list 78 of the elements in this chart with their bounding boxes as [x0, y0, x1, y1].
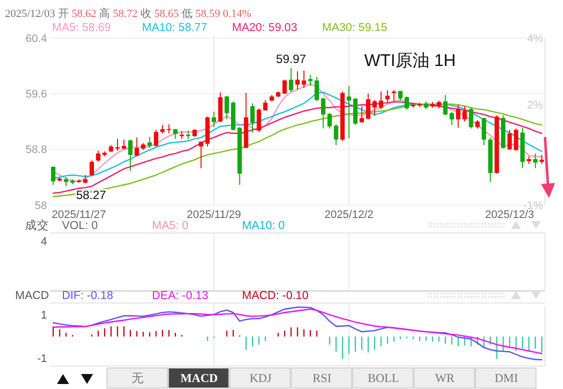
- x-tick-label: 2025/12/2: [324, 209, 374, 221]
- text: WTI原油 1H: [364, 51, 456, 70]
- candlestick: [147, 136, 152, 148]
- candlestick: [321, 97, 326, 129]
- text: MACD: [180, 371, 218, 385]
- candlestick: [263, 99, 268, 111]
- candlestick: [166, 124, 172, 134]
- y-tick-label: 60.4: [26, 32, 47, 45]
- x-tick-label: 2025/11/29: [186, 209, 242, 221]
- x-tick-label: 2025/12/3: [485, 209, 534, 221]
- text: BOLL: [368, 371, 400, 385]
- candlestick: [128, 139, 133, 172]
- candlestick: [392, 90, 396, 102]
- text: MA10: 58.77: [142, 22, 208, 34]
- candlestick: [212, 111, 216, 128]
- candlestick: [288, 67, 294, 93]
- candlestick: [450, 111, 454, 126]
- candlestick: [366, 93, 370, 120]
- text: 4: [40, 236, 47, 248]
- candlestick: [302, 70, 306, 89]
- text: DMI: [494, 371, 518, 385]
- text: 成交: [25, 218, 49, 232]
- text: MACD: -0.10: [242, 290, 308, 302]
- x-tick-label: 2025/11/27: [52, 209, 106, 221]
- candlestick: [462, 106, 467, 122]
- y-tick-label: -1: [37, 353, 47, 366]
- candlestick: [256, 108, 262, 132]
- candlestick: [514, 128, 518, 152]
- candlestick: [90, 160, 94, 176]
- text: KDJ: [250, 371, 272, 385]
- text: WR: [435, 371, 455, 385]
- candlestick: [96, 150, 100, 162]
- candlestick: [346, 86, 352, 139]
- candlestick: [540, 154, 544, 164]
- candlestick: [224, 95, 229, 120]
- series-label: DIF: -0.18: [62, 290, 114, 302]
- candlestick: [533, 153, 538, 169]
- text: RSI: [312, 371, 332, 385]
- candlestick: [173, 128, 178, 140]
- candlestick: [154, 129, 158, 148]
- candlestick: [250, 102, 255, 134]
- candlestick: [327, 112, 332, 129]
- y-tick-label: 58: [34, 200, 47, 212]
- candlestick: [334, 124, 338, 146]
- candlestick: [456, 104, 460, 128]
- text: MA30: 59.15: [322, 22, 388, 34]
- candlestick: [404, 96, 409, 110]
- text: MA5: 58.69: [52, 22, 111, 34]
- candlestick: [314, 76, 319, 102]
- y-tick-label: 59.6: [26, 88, 47, 101]
- candlestick: [360, 106, 364, 124]
- text: 无: [132, 371, 144, 385]
- candlestick: [198, 141, 204, 169]
- candlestick: [186, 130, 190, 140]
- annotation: 58.27: [76, 188, 106, 202]
- candlestick: [443, 94, 448, 116]
- candlestick: [134, 137, 139, 157]
- y-tick-label: 58.8: [26, 144, 47, 156]
- annotation: 59.97: [276, 52, 306, 66]
- text: MA10: 0: [242, 220, 285, 232]
- candlestick: [378, 91, 384, 110]
- y-tick-label: 1: [40, 310, 47, 322]
- candlestick: [482, 118, 486, 146]
- series-label: DEA: -0.13: [152, 290, 208, 302]
- candlestick: [468, 107, 474, 129]
- candlestick: [282, 79, 287, 94]
- candlestick: [372, 99, 377, 116]
- candlestick: [115, 138, 120, 152]
- candlestick: [51, 166, 56, 186]
- candlestick: [308, 74, 313, 87]
- candlestick: [64, 176, 68, 187]
- text: VOL: 0: [62, 220, 98, 232]
- text: MA20: 59.03: [232, 22, 298, 34]
- text: 2025/12/03 开 58.62 高 58.72 收 58.65 低 58.59 0.14%: [5, 8, 252, 20]
- candlestick: [122, 139, 126, 150]
- candlestick: [507, 129, 512, 151]
- text: MA5: 0: [152, 220, 188, 232]
- chart-title: MACD: [15, 290, 49, 302]
